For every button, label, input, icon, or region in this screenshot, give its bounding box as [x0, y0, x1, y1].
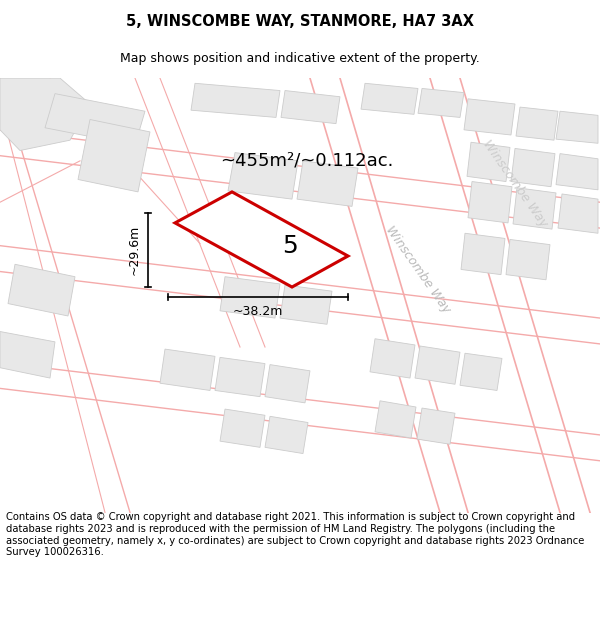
Polygon shape [511, 149, 555, 187]
Polygon shape [361, 83, 418, 114]
Polygon shape [516, 107, 558, 140]
Polygon shape [220, 409, 265, 447]
Polygon shape [556, 154, 598, 190]
Polygon shape [467, 142, 510, 181]
Polygon shape [265, 364, 310, 403]
Polygon shape [175, 192, 348, 287]
Polygon shape [45, 94, 145, 146]
Polygon shape [215, 357, 265, 397]
Polygon shape [513, 188, 556, 229]
Polygon shape [464, 99, 515, 135]
Polygon shape [418, 89, 464, 118]
Polygon shape [297, 161, 358, 206]
Polygon shape [468, 181, 512, 223]
Polygon shape [375, 401, 416, 438]
Text: Winscombe Way: Winscombe Way [383, 224, 453, 316]
Polygon shape [220, 277, 280, 318]
Text: Winscombe Way: Winscombe Way [480, 138, 550, 229]
Text: 5: 5 [282, 234, 298, 258]
Polygon shape [78, 119, 150, 192]
Polygon shape [417, 408, 455, 444]
Text: ~29.6m: ~29.6m [128, 224, 140, 275]
Text: Contains OS data © Crown copyright and database right 2021. This information is : Contains OS data © Crown copyright and d… [6, 512, 584, 558]
Polygon shape [191, 83, 280, 118]
Polygon shape [556, 111, 598, 143]
Polygon shape [0, 331, 55, 378]
Polygon shape [281, 91, 340, 124]
Polygon shape [280, 285, 332, 324]
Text: 5, WINSCOMBE WAY, STANMORE, HA7 3AX: 5, WINSCOMBE WAY, STANMORE, HA7 3AX [126, 14, 474, 29]
Polygon shape [265, 416, 308, 454]
Polygon shape [0, 78, 90, 151]
Polygon shape [415, 346, 460, 384]
Text: Map shows position and indicative extent of the property.: Map shows position and indicative extent… [120, 52, 480, 65]
Text: ~455m²/~0.112ac.: ~455m²/~0.112ac. [220, 152, 394, 170]
Polygon shape [228, 152, 298, 199]
Polygon shape [506, 239, 550, 280]
Polygon shape [8, 264, 75, 316]
Text: ~38.2m: ~38.2m [233, 306, 283, 318]
Polygon shape [461, 233, 505, 274]
Polygon shape [160, 349, 215, 391]
Polygon shape [558, 194, 598, 233]
Polygon shape [460, 353, 502, 391]
Polygon shape [370, 339, 415, 378]
